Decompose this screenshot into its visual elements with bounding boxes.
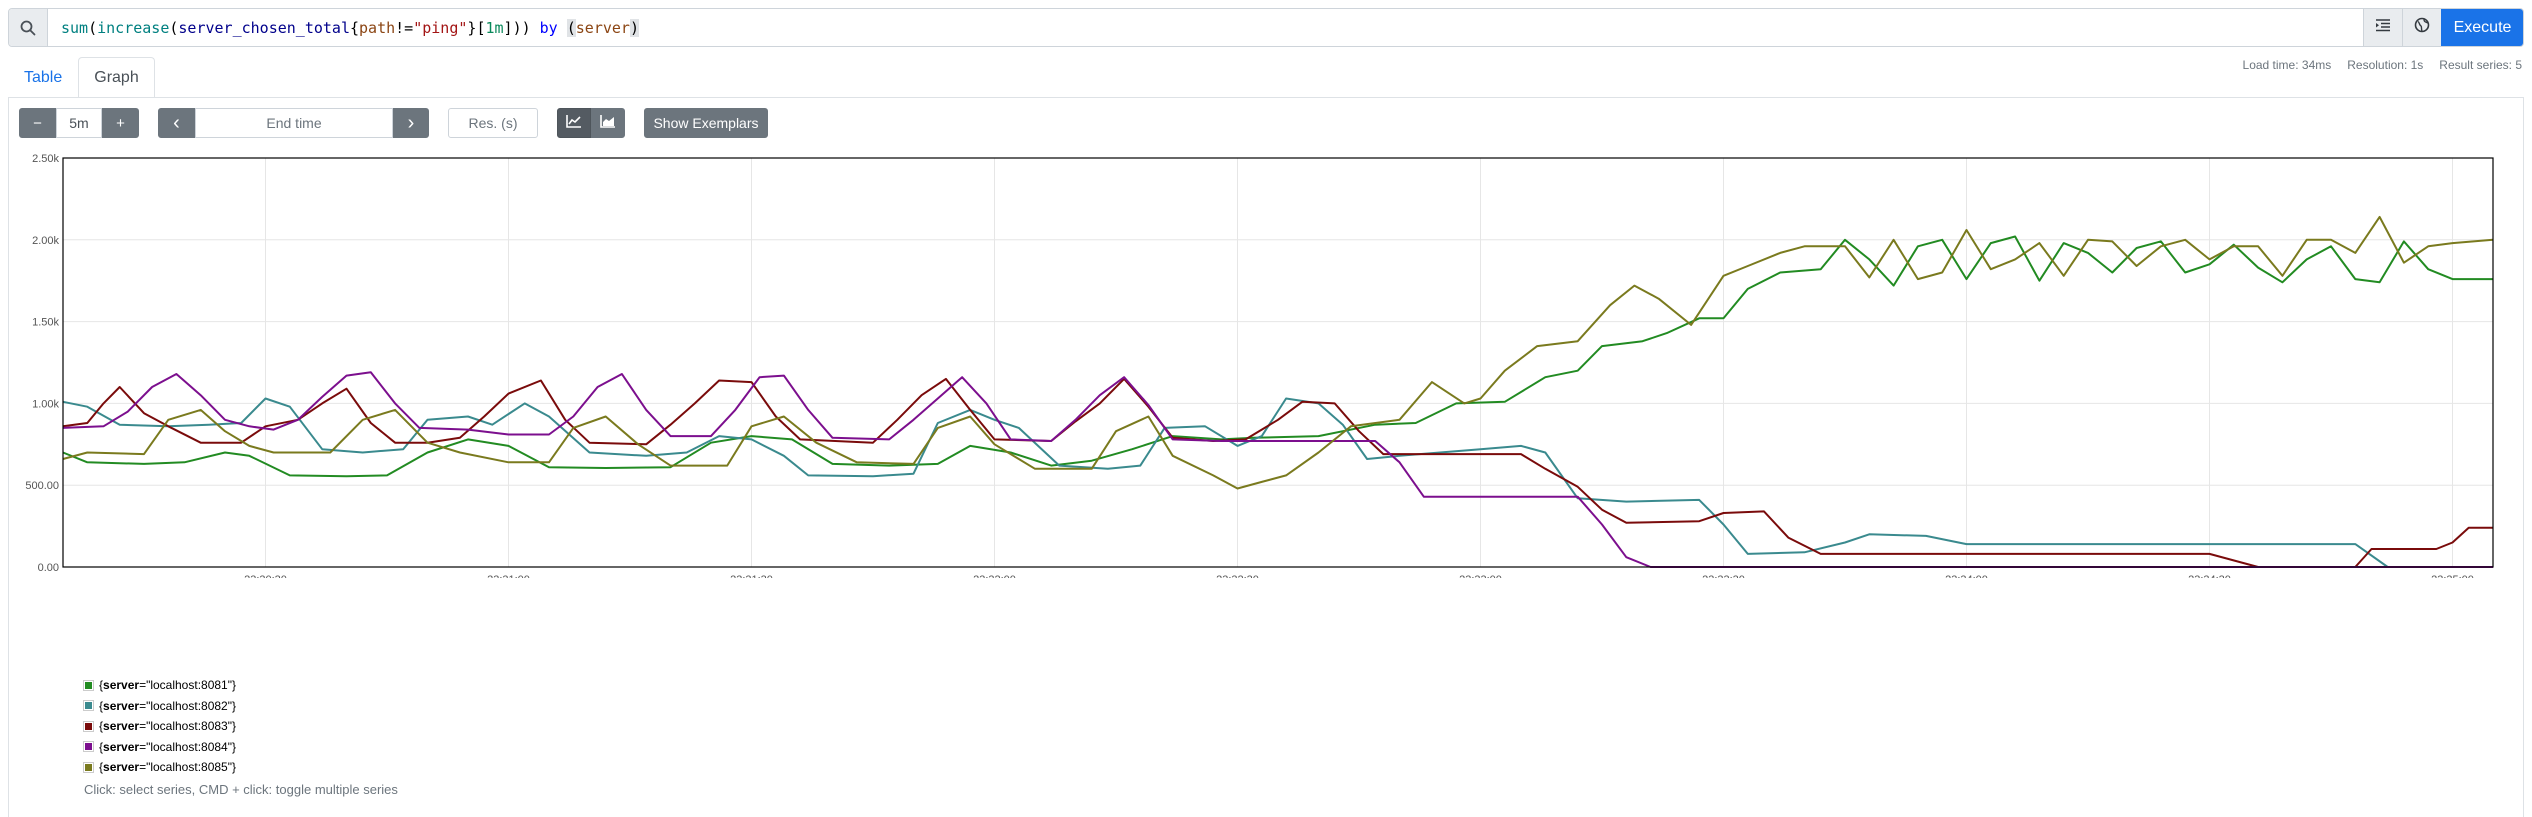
tab-graph[interactable]: Graph [78,57,155,97]
x-tick-label: 23:30:30 [244,574,287,578]
resolution: Resolution: 1s [2347,58,2424,72]
format-expression-button[interactable] [2363,9,2402,46]
x-tick-label: 23:32:00 [973,574,1016,578]
query-expression-input[interactable]: sum(increase(server_chosen_total{path != "… [48,9,2363,46]
search-icon [9,9,48,46]
x-tick-label: 23:32:30 [1216,574,1259,578]
graph-panel: − 5m + ‹ End time › Res. (s) Show Exempl… [8,97,2524,817]
series-line [62,377,2493,568]
range-input[interactable]: 5m [56,108,102,138]
y-tick-label: 2.50k [32,153,59,165]
query-bar: sum(increase(server_chosen_total{path != "… [8,8,2524,47]
query-token: )) [512,18,531,37]
query-token: { [350,18,360,37]
series-line [62,397,2493,568]
y-tick-label: 1.50k [32,317,59,329]
legend-item[interactable]: {server="localhost:8085"} [83,757,398,778]
legend-swatch [83,741,94,753]
line-chart-icon [566,114,582,132]
series-line [62,215,2494,490]
legend-swatch [83,761,94,773]
legend-item[interactable]: {server="localhost:8083"} [83,716,398,737]
legend-hint: Click: select series, CMD + click: toggl… [84,781,398,797]
graph-controls: − 5m + ‹ End time › Res. (s) Show Exempl… [19,108,768,138]
stacked-chart-icon [600,114,616,132]
range-decrease-button[interactable]: − [19,108,56,138]
stacked-chart-button[interactable] [591,108,625,138]
x-tick-label: 23:33:30 [1702,574,1745,578]
query-token: increase [97,18,170,37]
query-token: } [467,18,477,37]
format-icon [2375,18,2391,37]
legend-label: {server="localhost:8081"} [99,678,236,693]
metrics-explorer-button[interactable] [2402,9,2441,46]
y-tick-label: 500.00 [25,480,59,492]
query-stats: Load time: 34ms Resolution: 1s Result se… [2243,58,2522,72]
query-token: ( [566,18,576,37]
y-tick-label: 2.00k [32,235,59,247]
legend-label: {server="localhost:8082"} [99,698,236,713]
globe-icon [2414,17,2430,38]
x-tick-label: 23:31:30 [730,574,773,578]
y-tick-label: 0.00 [38,562,59,574]
range-group: − 5m + [19,108,139,138]
resolution-input[interactable]: Res. (s) [448,108,538,138]
end-time-group: ‹ End time › [158,108,429,138]
show-exemplars-button[interactable]: Show Exemplars [644,108,768,138]
series-line [62,235,2493,478]
legend-item[interactable]: {server="localhost:8081"} [83,675,398,696]
tab-bar: Table Graph [8,57,155,97]
x-tick-label: 23:34:00 [1945,574,1988,578]
query-token: 1m [485,18,504,37]
tab-table[interactable]: Table [24,69,63,86]
query-token: server_chosen_total [178,18,350,37]
y-tick-label: 1.00k [32,398,59,410]
result-series: Result series: 5 [2439,58,2522,72]
legend-label: {server="localhost:8084"} [99,739,236,754]
query-token: ( [169,18,179,37]
chart-type-group [557,108,625,138]
query-token: ) [629,18,639,37]
query-token: path [359,18,396,37]
chart-legend: {server="localhost:8081"} {server="localh… [83,675,398,797]
legend-label: {server="localhost:8085"} [99,760,236,775]
x-tick-label: 23:33:00 [1459,574,1502,578]
chevron-right-icon: › [407,111,415,134]
legend-label: {server="localhost:8083"} [99,719,236,734]
query-token: != [395,18,414,37]
query-token: by [530,18,567,37]
x-tick-label: 23:35:00 [2431,574,2474,578]
chevron-left-icon: ‹ [173,111,180,134]
legend-swatch [83,720,94,732]
legend-swatch [83,679,94,691]
end-time-prev-button[interactable]: ‹ [158,108,195,138]
series-line [62,371,2493,568]
query-token: [ [476,18,486,37]
load-time: Load time: 34ms [2242,58,2332,72]
query-token: ] [503,18,513,37]
legend-swatch [83,700,94,712]
range-increase-button[interactable]: + [102,108,139,138]
query-token: sum [61,18,89,37]
x-tick-label: 23:31:00 [487,574,530,578]
legend-item[interactable]: {server="localhost:8084"} [83,737,398,758]
execute-button[interactable]: Execute [2441,9,2523,46]
query-token: ( [88,18,98,37]
plot-frame [62,157,2494,568]
line-chart-button[interactable] [557,108,591,138]
end-time-input[interactable]: End time [195,108,393,138]
end-time-next-button[interactable]: › [393,108,429,138]
query-token: server [575,18,630,37]
query-token: "ping" [413,18,468,37]
time-series-chart[interactable]: 0.00 500.00 1.00k 1.50k 2.00k 2.50k 23:30:30 23… [9,98,2523,578]
legend-item[interactable]: {server="localhost:8082"} [83,696,398,717]
x-tick-label: 23:34:30 [2188,574,2231,578]
